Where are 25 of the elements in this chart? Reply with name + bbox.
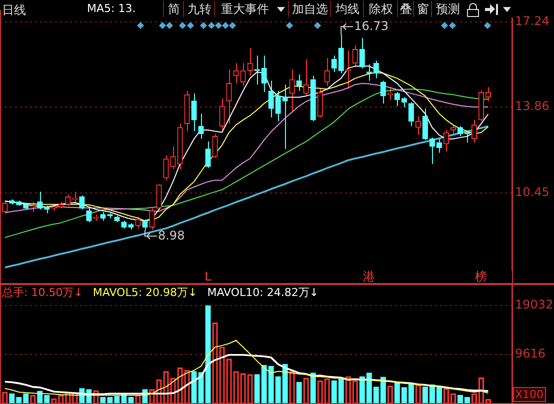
y-tick-label: 17.24 xyxy=(515,14,550,28)
y-axis-title: X100 xyxy=(513,387,546,402)
x-tick-label: 榜 xyxy=(475,269,488,284)
text: 重大事件 xyxy=(214,1,275,17)
text: 九转 xyxy=(183,1,215,17)
text: MAVOL5: 20.98万↓ xyxy=(92,285,198,300)
text: 窗 xyxy=(413,1,432,17)
y-tick-label: 10.45 xyxy=(515,185,550,200)
text: MAVOL10: 24.82万↓ xyxy=(207,285,319,300)
y-tick-label: 13.86 xyxy=(515,99,550,114)
text: 均线 xyxy=(330,1,364,17)
text: 除权 xyxy=(363,1,398,17)
text: 加自选 xyxy=(288,1,331,17)
annotation: 16.73 xyxy=(354,18,388,33)
text: 预测 xyxy=(431,1,464,17)
text: 简 xyxy=(163,1,184,17)
text: 叠 xyxy=(397,1,414,17)
text: 总手: 10.50万↓ xyxy=(2,285,83,300)
y-tick-label: 19032 xyxy=(515,298,554,312)
text: MA5: 13. xyxy=(87,2,136,15)
annotation: 8.98 xyxy=(158,228,185,242)
x-tick-label: L xyxy=(204,269,212,284)
text: 日线 xyxy=(2,2,26,19)
y-tick-label: 9616 xyxy=(515,346,546,360)
x-tick-label: 港 xyxy=(363,269,376,284)
